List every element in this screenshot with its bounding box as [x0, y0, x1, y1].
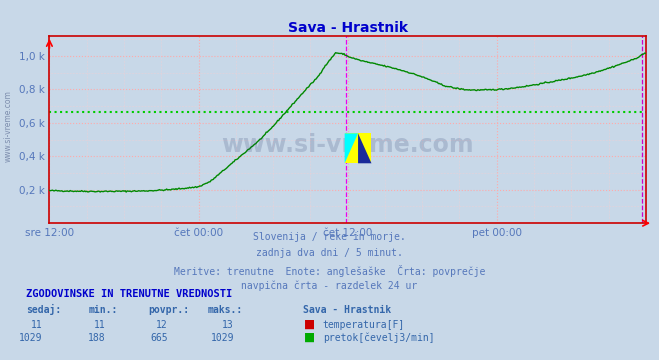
Text: Meritve: trenutne  Enote: anglešaške  Črta: povprečje: Meritve: trenutne Enote: anglešaške Črta… — [174, 265, 485, 276]
Text: 1029: 1029 — [19, 333, 43, 343]
Text: 1029: 1029 — [210, 333, 234, 343]
Text: 12: 12 — [156, 320, 168, 330]
Text: sedaj:: sedaj: — [26, 304, 61, 315]
Text: www.si-vreme.com: www.si-vreme.com — [3, 90, 13, 162]
Text: pretok[čevelj3/min]: pretok[čevelj3/min] — [323, 333, 434, 343]
Text: Slovenija / reke in morje.: Slovenija / reke in morje. — [253, 232, 406, 242]
Text: ZGODOVINSKE IN TRENUTNE VREDNOSTI: ZGODOVINSKE IN TRENUTNE VREDNOSTI — [26, 289, 233, 299]
Bar — [345, 133, 372, 163]
Text: zadnja dva dni / 5 minut.: zadnja dva dni / 5 minut. — [256, 248, 403, 258]
Text: 13: 13 — [222, 320, 234, 330]
Text: 11: 11 — [31, 320, 43, 330]
Text: ■: ■ — [304, 318, 316, 330]
Text: 665: 665 — [150, 333, 168, 343]
Text: 11: 11 — [94, 320, 105, 330]
Polygon shape — [345, 133, 358, 163]
Title: Sava - Hrastnik: Sava - Hrastnik — [287, 21, 408, 35]
Text: navpična črta - razdelek 24 ur: navpična črta - razdelek 24 ur — [241, 281, 418, 291]
Text: ■: ■ — [304, 331, 316, 344]
Text: Sava - Hrastnik: Sava - Hrastnik — [303, 305, 391, 315]
Text: 188: 188 — [88, 333, 105, 343]
Text: maks.:: maks.: — [208, 305, 243, 315]
Text: www.si-vreme.com: www.si-vreme.com — [221, 132, 474, 157]
Polygon shape — [358, 133, 372, 163]
Text: povpr.:: povpr.: — [148, 305, 189, 315]
Text: temperatura[F]: temperatura[F] — [323, 320, 405, 330]
Text: min.:: min.: — [89, 305, 119, 315]
